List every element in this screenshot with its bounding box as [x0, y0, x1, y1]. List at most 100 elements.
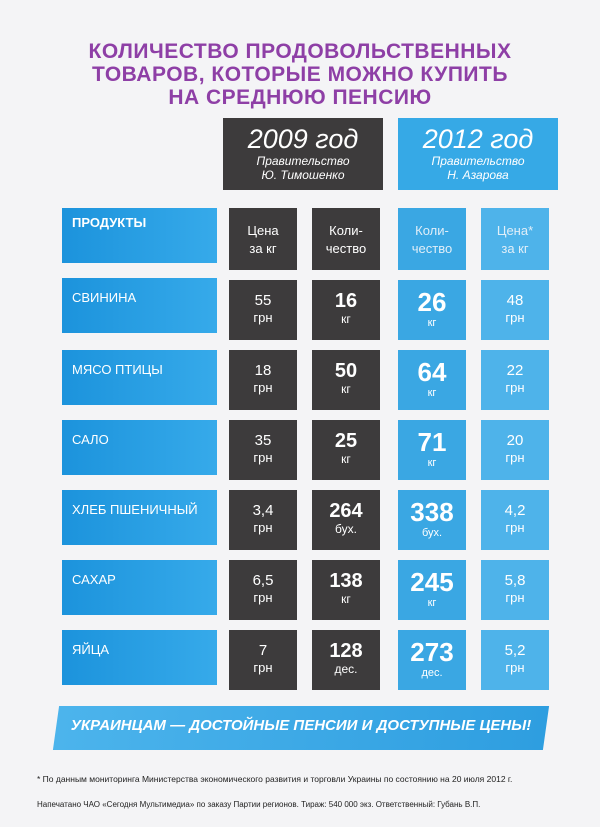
price-2009-unit: грн — [253, 310, 273, 325]
products-header-band: ПРОДУКТЫ — [62, 208, 217, 263]
gov-2012-line1: Правительство — [431, 154, 525, 168]
product-name: ХЛЕБ ПШЕНИЧНЫЙ — [72, 502, 198, 517]
product-name: СВИНИНА — [72, 290, 137, 305]
price-2009-cell: 18 грн — [229, 350, 297, 410]
product-name: САЛО — [72, 432, 109, 447]
price-2009-cell: 35 грн — [229, 420, 297, 480]
price-2009-cell: 3,4 грн — [229, 490, 297, 550]
header-price-2012: Цена* за кг — [481, 208, 549, 270]
qty-2009-unit: кг — [341, 452, 351, 466]
price-2009-cell: 7 грн — [229, 630, 297, 690]
qty-2009-cell: 264 бух. — [312, 490, 380, 550]
page-title: КОЛИЧЕСТВО ПРОДОВОЛЬСТВЕННЫХ ТОВАРОВ, КО… — [40, 40, 560, 109]
qty-2012-value: 26 — [417, 287, 447, 317]
title-line-3: НА СРЕДНЮЮ ПЕНСИЮ — [168, 86, 432, 109]
price-2012-value: 22 — [506, 362, 524, 379]
qty-2009-value: 264 — [329, 500, 363, 522]
qty-2009-cell: 138 кг — [312, 560, 380, 620]
qty-2012-cell: 71 кг — [398, 420, 466, 480]
price-2012-unit: грн — [505, 660, 525, 675]
qty-2009-cell: 16 кг — [312, 280, 380, 340]
slogan-text: УКРАИНЦАМ — ДОСТОЙНЫЕ ПЕНСИИ И ДОСТУПНЫЕ… — [70, 717, 532, 734]
header-price-2012-l1: Цена* — [496, 223, 534, 238]
price-2012-value: 48 — [506, 292, 524, 309]
title-line-2: ТОВАРОВ, КОТОРЫЕ МОЖНО КУПИТЬ — [92, 63, 508, 86]
qty-2009-value: 16 — [334, 290, 358, 312]
product-name: МЯСО ПТИЦЫ — [72, 362, 163, 377]
price-2012-unit: грн — [505, 590, 525, 605]
product-row-band: ХЛЕБ ПШЕНИЧНЫЙ — [62, 490, 217, 545]
qty-2012-value: 64 — [417, 357, 447, 387]
qty-2009-cell: 50 кг — [312, 350, 380, 410]
price-2012-cell: 5,8 грн — [481, 560, 549, 620]
qty-2012-unit: бух. — [421, 527, 443, 539]
qty-2012-cell: 245 кг — [398, 560, 466, 620]
header-2012: 2012 год Правительство Н. Азарова — [398, 118, 558, 190]
qty-2009-value: 128 — [329, 640, 363, 662]
header-2009: 2009 год Правительство Ю. Тимошенко — [223, 118, 383, 190]
qty-2009-value: 138 — [329, 570, 363, 592]
price-2009-cell: 6,5 грн — [229, 560, 297, 620]
price-2009-unit: грн — [253, 590, 273, 605]
product-row-band: ЯЙЦА — [62, 630, 217, 685]
price-2012-unit: грн — [505, 310, 525, 325]
price-2009-value: 6,5 — [252, 572, 274, 589]
price-2012-cell: 22 грн — [481, 350, 549, 410]
product-row-band: МЯСО ПТИЦЫ — [62, 350, 217, 405]
price-2012-value: 4,2 — [504, 502, 526, 519]
price-2012-unit: грн — [505, 520, 525, 535]
price-2009-unit: грн — [253, 660, 273, 675]
price-2012-value: 20 — [506, 432, 524, 449]
gov-2012-line2: Н. Азарова — [447, 168, 509, 182]
header-qty-2009-l2: чество — [325, 241, 367, 256]
price-2012-cell: 48 грн — [481, 280, 549, 340]
header-qty-2012-l1: Коли- — [415, 223, 449, 238]
price-2009-value: 7 — [258, 642, 268, 659]
price-2012-unit: грн — [505, 450, 525, 465]
header-price-2009-l1: Цена — [247, 223, 279, 238]
qty-2009-unit: кг — [341, 312, 351, 326]
product-row-band: САХАР — [62, 560, 217, 615]
product-name: САХАР — [72, 572, 116, 587]
qty-2009-value: 25 — [334, 430, 358, 452]
qty-2009-value: 50 — [334, 360, 358, 382]
footnote: * По данным мониторинга Министерства эко… — [37, 774, 513, 784]
qty-2012-unit: кг — [427, 457, 437, 469]
qty-2012-value: 245 — [410, 567, 454, 597]
gov-2009-line1: Правительство — [256, 154, 350, 168]
header-price-2009-l2: за кг — [249, 241, 277, 256]
price-2009-unit: грн — [253, 520, 273, 535]
price-2009-cell: 55 грн — [229, 280, 297, 340]
products-header: ПРОДУКТЫ — [72, 215, 147, 230]
price-2009-unit: грн — [253, 380, 273, 395]
imprint: Напечатано ЧАО «Сегодня Мультимедиа» по … — [37, 800, 481, 809]
price-2012-value: 5,8 — [504, 572, 526, 589]
header-price-2009: Цена за кг — [229, 208, 297, 270]
qty-2012-value: 338 — [410, 497, 454, 527]
price-2009-value: 18 — [254, 362, 272, 379]
qty-2009-cell: 128 дес. — [312, 630, 380, 690]
gov-2009-line2: Ю. Тимошенко — [261, 168, 345, 182]
year-2012: 2012 год — [422, 124, 534, 154]
product-row-band: САЛО — [62, 420, 217, 475]
qty-2012-cell: 273 дес. — [398, 630, 466, 690]
price-2012-cell: 20 грн — [481, 420, 549, 480]
price-2012-unit: грн — [505, 380, 525, 395]
product-name: ЯЙЦА — [72, 642, 110, 657]
price-2009-value: 35 — [254, 432, 272, 449]
qty-2012-cell: 338 бух. — [398, 490, 466, 550]
qty-2012-unit: кг — [427, 317, 437, 329]
price-2009-value: 3,4 — [252, 502, 274, 519]
qty-2012-value: 71 — [417, 427, 447, 457]
header-price-2012-l2: за кг — [501, 241, 529, 256]
qty-2012-unit: дес. — [421, 667, 443, 679]
qty-2012-value: 273 — [410, 637, 454, 667]
title-line-1: КОЛИЧЕСТВО ПРОДОВОЛЬСТВЕННЫХ — [88, 40, 512, 63]
qty-2012-cell: 26 кг — [398, 280, 466, 340]
price-2012-cell: 5,2 грн — [481, 630, 549, 690]
price-2012-cell: 4,2 грн — [481, 490, 549, 550]
qty-2009-cell: 25 кг — [312, 420, 380, 480]
qty-2009-unit: кг — [341, 382, 351, 396]
qty-2009-unit: дес. — [334, 662, 358, 676]
header-qty-2012: Коли- чество — [398, 208, 466, 270]
